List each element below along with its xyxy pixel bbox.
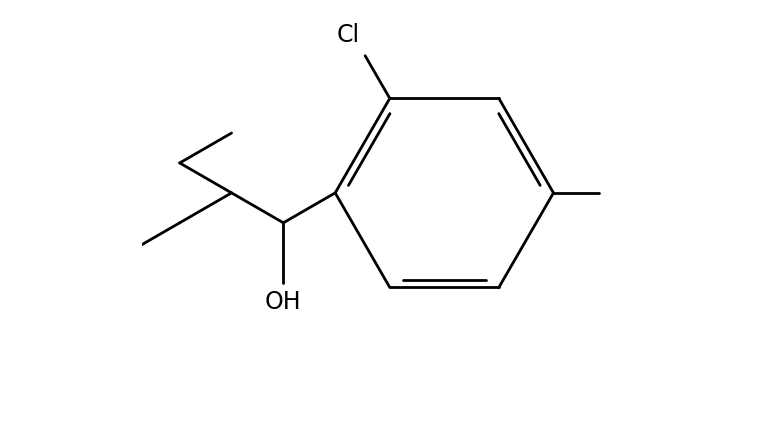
Text: Cl: Cl	[336, 23, 359, 47]
Text: OH: OH	[265, 290, 302, 314]
